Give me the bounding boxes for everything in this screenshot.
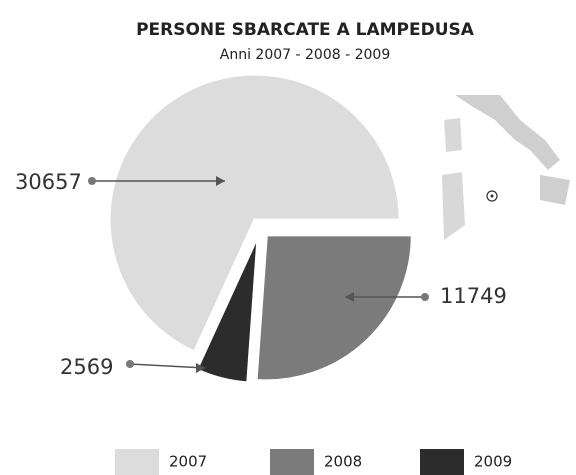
map-land [444, 118, 462, 152]
leader-dot [421, 293, 429, 301]
leader-arrow [196, 363, 205, 373]
map-marker [490, 194, 494, 198]
leader-arrow [216, 176, 225, 186]
legend-swatch [270, 449, 314, 475]
legend-swatch [115, 449, 159, 475]
legend-label: 2008 [324, 453, 362, 471]
leader-arrow [345, 292, 354, 302]
legend-label: 2007 [169, 453, 207, 471]
pie-slice [255, 234, 413, 382]
leader-dot [126, 360, 134, 368]
map-land [455, 95, 560, 170]
data-label: 11749 [440, 284, 507, 308]
leader-line [129, 363, 206, 369]
map-inset [442, 95, 570, 240]
legend-swatch [420, 449, 464, 475]
map-land [442, 172, 465, 240]
data-label: 2569 [60, 355, 113, 379]
chart-title: PERSONE SBARCATE A LAMPEDUSA [136, 20, 475, 40]
pie-slice [108, 73, 401, 353]
leader-dot [88, 177, 96, 185]
map-land [540, 175, 570, 205]
map-marker [486, 190, 498, 202]
legend-label: 2009 [474, 453, 512, 471]
data-label: 30657 [15, 170, 82, 194]
chart-subtitle: Anni 2007 - 2008 - 2009 [220, 47, 390, 63]
